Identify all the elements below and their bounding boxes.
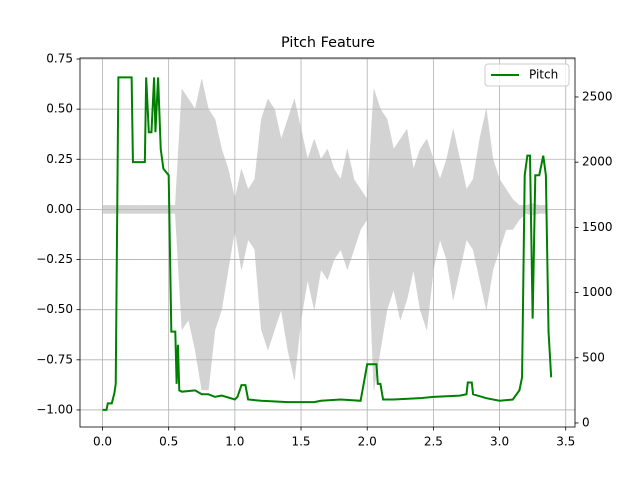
x-tick-label: 1.0 xyxy=(225,435,244,449)
x-tick-label: 2.5 xyxy=(424,435,443,449)
x-tick-label: 0.0 xyxy=(93,435,112,449)
legend-box xyxy=(484,63,570,87)
pitch-line xyxy=(102,76,553,411)
y-tick-label: −1.00 xyxy=(36,402,73,416)
y-tick-label: 0.00 xyxy=(46,202,73,216)
y2-tick-label: 2000 xyxy=(582,155,613,169)
chart-title: Pitch Feature xyxy=(281,35,375,51)
x-tick-label: 1.5 xyxy=(291,435,310,449)
x-tick-label: 3.5 xyxy=(556,435,575,449)
y-tick-label: −0.75 xyxy=(36,352,73,366)
y2-tick-label: 2500 xyxy=(582,89,613,103)
y2-tick-label: 500 xyxy=(582,350,605,364)
x-tick-label: 2.0 xyxy=(358,435,377,449)
y-tick-label: −0.50 xyxy=(36,302,73,316)
y-tick-label: 0.50 xyxy=(46,102,73,116)
x-tick-label: 0.5 xyxy=(159,435,178,449)
y2-tick-label: 1500 xyxy=(582,220,613,234)
x-tick-label: 3.0 xyxy=(490,435,509,449)
y2-tick-label: 0 xyxy=(582,415,590,429)
y2-tick-label: 1000 xyxy=(582,285,613,299)
y-tick-label: 0.75 xyxy=(46,52,73,66)
y-tick-label: 0.25 xyxy=(46,152,73,166)
y-tick-label: −0.25 xyxy=(36,252,73,266)
legend-label: Pitch xyxy=(529,68,558,82)
plot-frame xyxy=(79,57,576,428)
